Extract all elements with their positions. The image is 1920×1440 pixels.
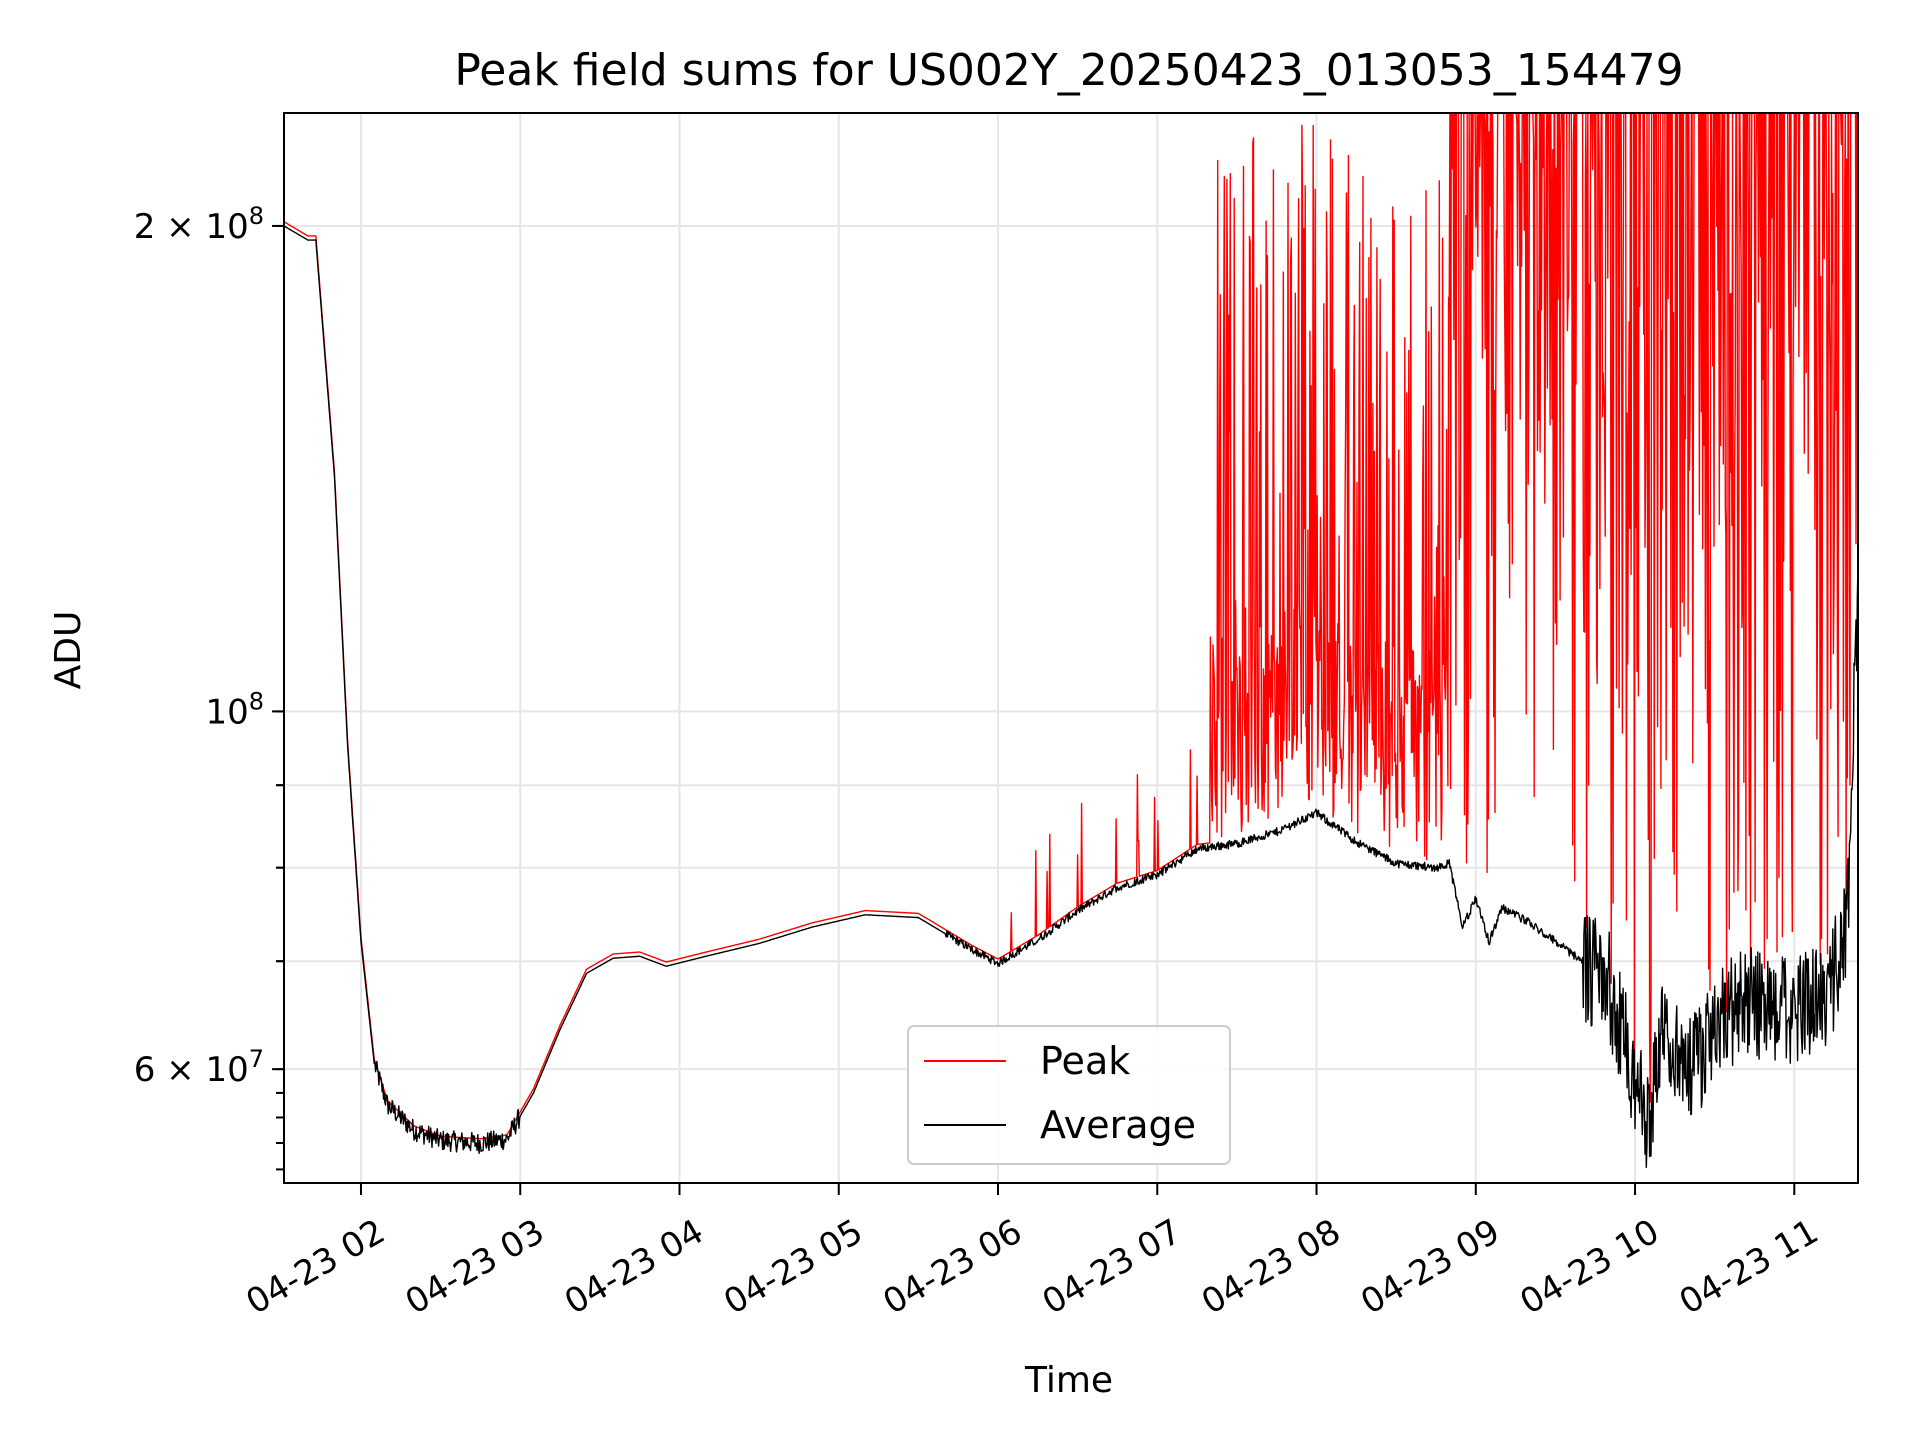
y-axis-label: ADU (48, 611, 89, 690)
plot-frame (283, 112, 1859, 1184)
y-tick-label: 6 × 107 (134, 1045, 264, 1090)
legend: Peak Average (907, 1025, 1231, 1165)
x-axis-label: Time (1024, 1360, 1113, 1401)
y-axis: 2 × 108 108 6 × 107 (134, 202, 284, 1171)
y-tick-label: 2 × 108 (134, 202, 264, 247)
series-line-average (284, 225, 1858, 1169)
legend-label-peak: Peak (1040, 1039, 1130, 1083)
series-line-peak (284, 113, 1858, 1140)
series-layer (284, 113, 1858, 1169)
y-tick-label: 108 (205, 687, 264, 732)
legend-label-average: Average (1040, 1103, 1196, 1147)
chart-title: Peak field sums for US002Y_20250423_0130… (454, 45, 1683, 96)
